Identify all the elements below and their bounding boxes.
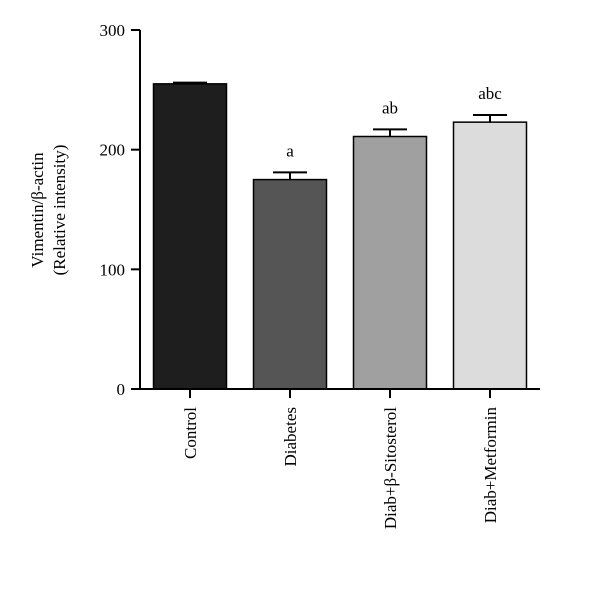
y-tick-label: 300 [100, 21, 126, 40]
y-axis: 0 100 200 300 [100, 21, 141, 399]
x-axis: Control Diabetes Diab+β-Sitosterol Diab+Met… [140, 388, 540, 529]
significance-label: abc [478, 84, 502, 103]
y-axis-label-line1: Vimentin/β-actin [28, 152, 47, 268]
y-tick-label: 0 [117, 380, 126, 399]
bar-4 [452, 121, 528, 390]
y-axis-title: Vimentin/β-actin (Relative intensity) [28, 145, 69, 276]
x-category-label: Diab+Metformin [481, 407, 500, 524]
significance-label: a [286, 141, 294, 160]
x-category-label: Diabetes [281, 407, 300, 466]
y-axis-label-line2: (Relative intensity) [50, 145, 69, 276]
bar-3 [352, 135, 428, 390]
bars: a ab abc [152, 81, 528, 390]
x-category-label: Diab+β-Sitosterol [381, 407, 400, 529]
x-category-label: Control [181, 407, 200, 459]
bar-2 [252, 178, 328, 390]
y-tick-label: 100 [100, 260, 126, 279]
y-tick-label: 200 [100, 141, 126, 160]
significance-label: ab [382, 98, 398, 117]
bar-1 [152, 83, 228, 390]
